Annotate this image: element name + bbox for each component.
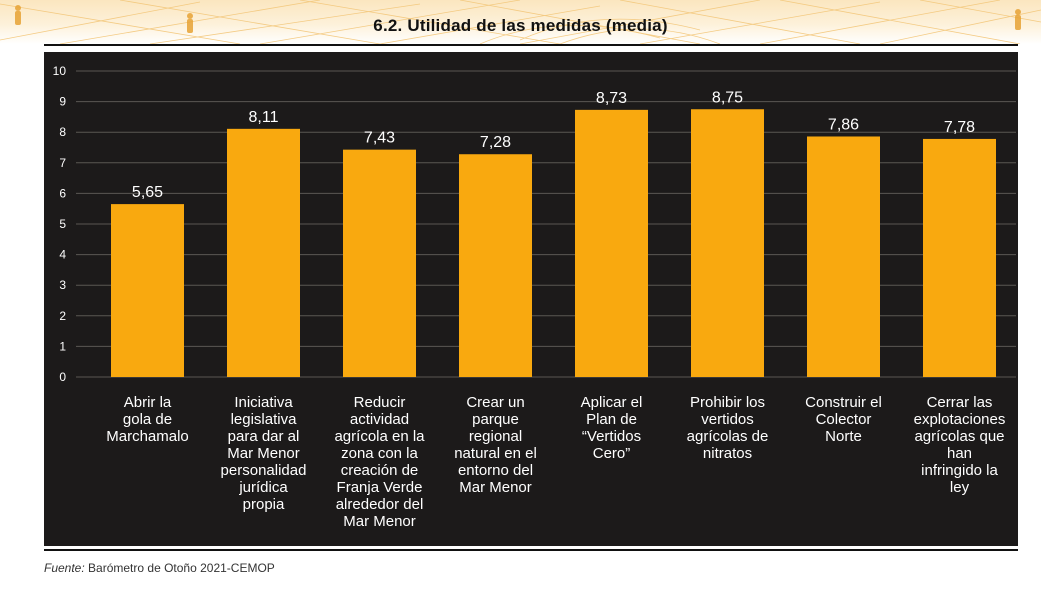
category-label-line: entorno del [458, 462, 533, 479]
data-label: 7,86 [828, 116, 859, 133]
chart-panel: 0 1 2 3 4 5 6 7 8 9 10 5,65 Abrir la gola de Marchamal… [44, 52, 1018, 546]
category-label-line: propia [243, 496, 285, 513]
category-label-line: Crear un [466, 394, 524, 411]
category-label-line: Franja Verde [337, 479, 423, 496]
category-label-line: Colector [816, 411, 872, 428]
category-label-line: nitratos [703, 445, 752, 462]
category-label-line: zona con la [341, 445, 418, 462]
source-note: Fuente: Barómetro de Otoño 2021-CEMOP [44, 561, 275, 575]
category-label-line: agrícolas que [914, 428, 1004, 445]
bar [691, 109, 764, 377]
category-label-line: natural en el [454, 445, 537, 462]
bar [575, 109, 648, 377]
bottom-rule [44, 549, 1018, 551]
bar [343, 149, 416, 377]
category-label-line: para dar al [228, 428, 300, 445]
y-tick-label: 6 [59, 186, 66, 200]
category-label-line: agrícola en la [334, 428, 425, 445]
category-label-line: Marchamalo [106, 428, 189, 445]
y-tick-label: 7 [59, 156, 66, 170]
category-label-line: legislativa [231, 411, 298, 428]
category-label-line: Mar Menor [459, 479, 532, 496]
category-label-line: gola de [123, 411, 172, 428]
category-label-line: Cero” [593, 445, 631, 462]
y-tick-label: 10 [53, 64, 67, 78]
category-label-line: jurídica [238, 479, 288, 496]
bar [459, 154, 532, 377]
y-tick-label: 0 [59, 370, 66, 384]
category-label-line: personalidad [221, 462, 307, 479]
category-label-line: actividad [350, 411, 409, 428]
source-label: Fuente: [44, 561, 85, 575]
data-label: 8,75 [712, 89, 743, 106]
category-label-line: Mar Menor [343, 513, 416, 530]
category-label-line: Norte [825, 428, 862, 445]
category-label-line: infringido la [921, 462, 998, 479]
category-label-line: Iniciativa [234, 394, 293, 411]
category-label: Cerrar las explotaciones agrícolas que han i… [914, 394, 1006, 496]
category-label: Aplicar el Plan de “Vertidos Cero” [581, 394, 643, 462]
category-label-line: creación de [341, 462, 419, 479]
category-label: Reducir actividad agrícola en la zona con l… [334, 394, 425, 530]
category-label: Construir el Colector Norte [805, 394, 882, 445]
category-label: Crear un parque regional natural en el entor… [454, 394, 537, 496]
y-tick-label: 4 [59, 248, 66, 262]
data-label: 8,73 [596, 90, 627, 107]
category-label-line: Reducir [354, 394, 406, 411]
category-label: Iniciativa legislativa para dar al Mar Meno… [221, 394, 307, 513]
category-label-line: Construir el [805, 394, 882, 411]
header-decoration [0, 0, 1041, 44]
category-label-line: parque [472, 411, 519, 428]
bar [227, 128, 300, 377]
data-label: 5,65 [132, 184, 163, 201]
category-label-line: regional [469, 428, 522, 445]
y-tick-label: 5 [59, 217, 66, 231]
category-label-line: explotaciones [914, 411, 1006, 428]
bar-chart: 0 1 2 3 4 5 6 7 8 9 10 5,65 Abrir la gola de Marchamal… [53, 64, 1016, 530]
category-label: Abrir la gola de Marchamalo [106, 394, 189, 445]
category-label-line: vertidos [701, 411, 754, 428]
category-label-line: han [947, 445, 972, 462]
category-label-line: Mar Menor [227, 445, 300, 462]
y-tick-label: 9 [59, 95, 66, 109]
category-label-line: Aplicar el [581, 394, 643, 411]
decorative-pattern-graphic [0, 0, 1041, 44]
category-label-line: “Vertidos [582, 428, 641, 445]
bar [923, 138, 996, 377]
y-tick-label: 2 [59, 309, 66, 323]
data-label: 7,28 [480, 134, 511, 151]
category-label-line: ley [950, 479, 970, 496]
category-label-line: Prohibir los [690, 394, 765, 411]
category-label-line: agrícolas de [687, 428, 769, 445]
top-rule [44, 44, 1018, 46]
data-label: 7,43 [364, 130, 395, 147]
category-label-line: Cerrar las [927, 394, 993, 411]
source-text: Barómetro de Otoño 2021-CEMOP [84, 561, 275, 575]
y-tick-label: 3 [59, 278, 66, 292]
chart-title: 6.2. Utilidad de las medidas (media) [373, 16, 668, 35]
category-label-line: Plan de [586, 411, 637, 428]
category-label-line: Abrir la [124, 394, 172, 411]
category-label-line: alrededor del [336, 496, 424, 513]
bar [111, 204, 184, 377]
data-label: 7,78 [944, 119, 975, 136]
data-label: 8,11 [249, 109, 279, 126]
bar [807, 136, 880, 377]
category-label: Prohibir los vertidos agrícolas de nitratos [687, 394, 769, 462]
y-tick-label: 8 [59, 125, 66, 139]
y-tick-label: 1 [59, 339, 66, 353]
